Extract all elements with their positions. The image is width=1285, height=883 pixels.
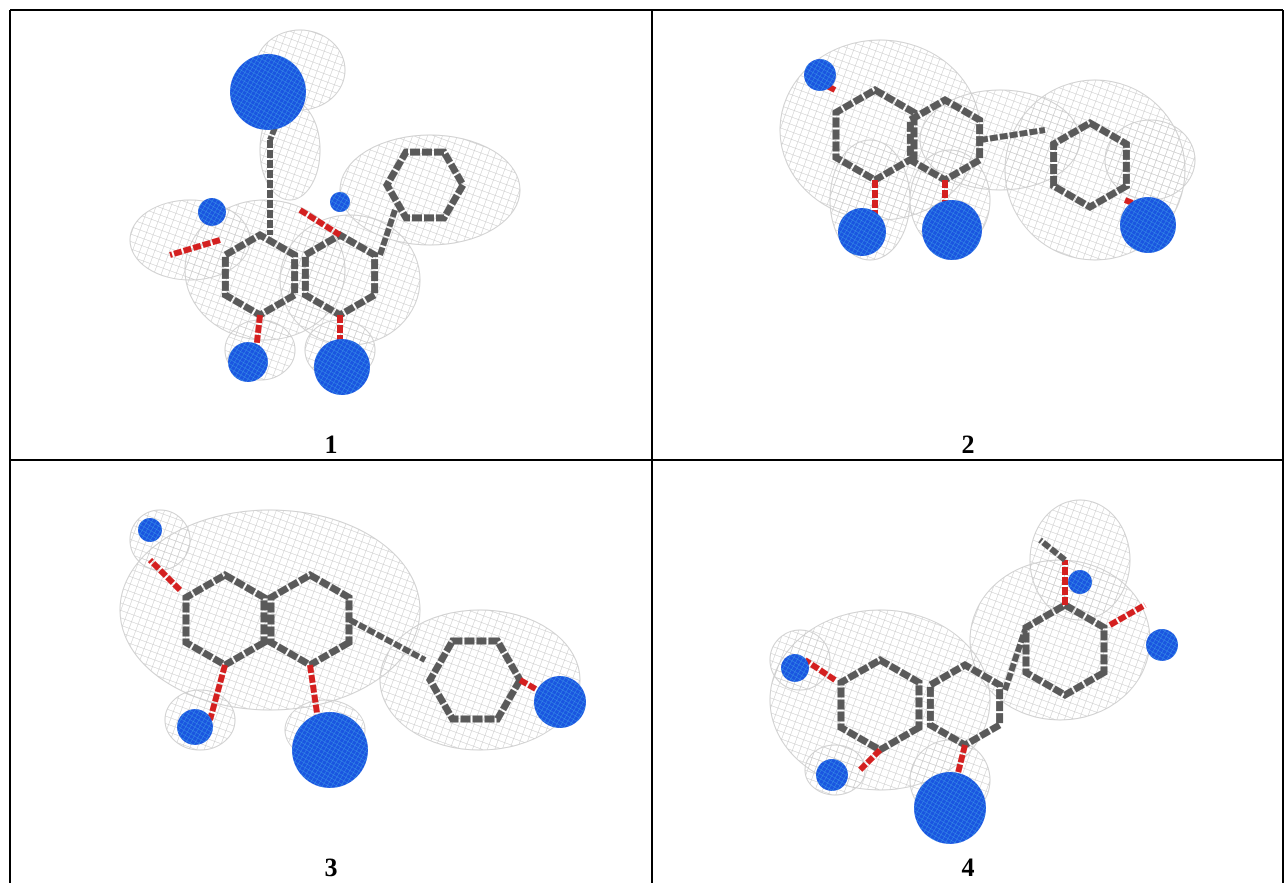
potential-lobe (230, 54, 306, 130)
potential-lobe (198, 198, 226, 226)
page: 1 2 3 4 (() => { const data = JSON.parse… (0, 0, 1285, 883)
surface-mesh (130, 510, 190, 570)
surface-mesh (1030, 500, 1130, 620)
potential-lobe (314, 339, 370, 395)
panel-label: 2 (962, 430, 975, 459)
potential-lobe (838, 208, 886, 256)
potential-lobe (1120, 197, 1176, 253)
panel-label: 3 (325, 853, 338, 882)
potential-lobe (1068, 570, 1092, 594)
potential-lobe (138, 518, 162, 542)
molecule-art (120, 30, 1195, 844)
potential-lobe (914, 772, 986, 844)
potential-lobe (228, 342, 268, 382)
potential-lobe (816, 759, 848, 791)
panel-label: 1 (325, 430, 338, 459)
figure: 1 2 3 4 (0, 0, 1285, 883)
potential-lobe (781, 654, 809, 682)
potential-lobe (1146, 629, 1178, 661)
potential-lobe (922, 200, 982, 260)
surface-mesh (130, 200, 250, 280)
potential-lobe (804, 59, 836, 91)
potential-lobe (177, 709, 213, 745)
potential-lobe (292, 712, 368, 788)
potential-lobe (330, 192, 350, 212)
panel-label: 4 (962, 853, 975, 882)
potential-lobe (534, 676, 586, 728)
